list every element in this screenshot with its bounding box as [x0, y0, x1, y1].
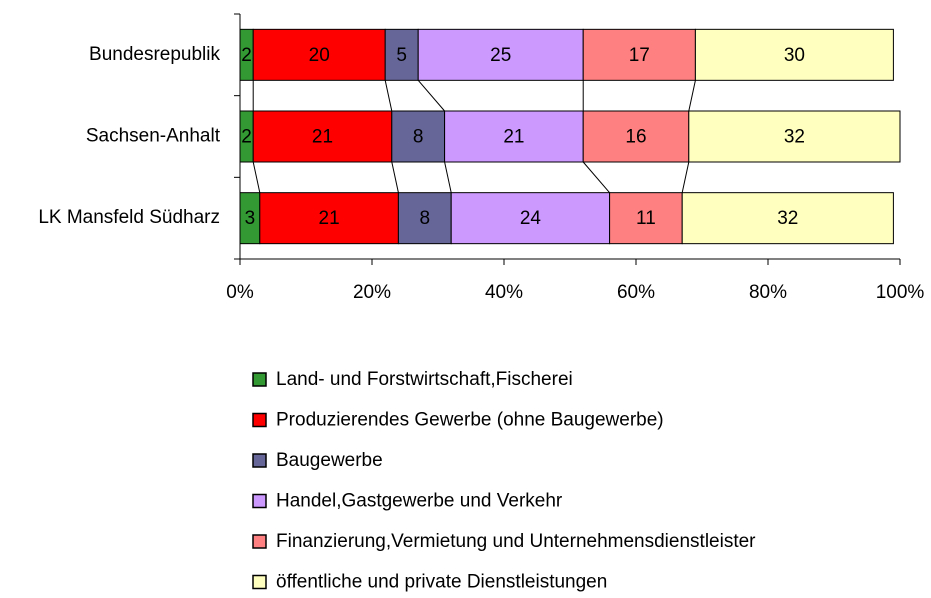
bar-segment	[259, 192, 399, 245]
series-line	[681, 161, 690, 193]
legend-swatch	[252, 372, 267, 387]
value-label: 32	[784, 127, 805, 148]
value-label: 8	[420, 208, 431, 229]
value-label: 5	[396, 45, 407, 66]
legend-label: Baugewerbe	[276, 450, 383, 471]
value-label: 2	[241, 127, 252, 148]
legend-swatch	[252, 534, 267, 549]
value-label: 21	[312, 127, 333, 148]
bar-segment	[444, 110, 584, 163]
value-label: 24	[520, 208, 542, 229]
legend-label: öffentliche und private Dienstleistungen	[276, 572, 607, 593]
value-label: 11	[636, 208, 656, 229]
value-label: 2	[241, 45, 252, 66]
value-label: 21	[319, 208, 340, 229]
category-label: Sachsen-Anhalt	[86, 126, 221, 147]
series-line	[384, 80, 393, 112]
bar-segment	[417, 28, 584, 81]
series-line	[391, 161, 399, 193]
series-line	[582, 161, 610, 193]
bar-segment	[681, 192, 894, 245]
series-line	[444, 161, 452, 193]
x-tick-label: 40%	[485, 282, 523, 303]
series-line	[252, 161, 261, 193]
value-label: 3	[245, 208, 256, 229]
value-label: 25	[490, 45, 511, 66]
value-label: 32	[777, 208, 798, 229]
bar-segment	[688, 110, 901, 163]
legend-swatch	[252, 574, 267, 590]
series-line	[688, 80, 696, 112]
legend-swatch	[252, 493, 267, 509]
legend-swatch	[252, 453, 267, 468]
legend-swatch	[252, 412, 267, 428]
value-label: 16	[625, 127, 646, 148]
value-label: 21	[503, 127, 524, 148]
bar-segment	[397, 192, 452, 245]
legend-label: Land- und Forstwirtschaft,Fischerei	[276, 369, 573, 390]
legend-label: Produzierendes Gewerbe (ohne Baugewerbe)	[276, 410, 664, 431]
value-label: 30	[784, 45, 805, 66]
category-label: LK Mansfeld Südharz	[38, 207, 220, 228]
bar-segment	[582, 28, 696, 81]
legend-label: Finanzierung,Vermietung und Unternehmens…	[276, 531, 756, 552]
x-tick-label: 60%	[617, 282, 655, 303]
bar-segment	[609, 192, 683, 245]
bar-segment	[252, 110, 393, 163]
legend-label: Handel,Gastgewerbe und Verkehr	[276, 491, 563, 512]
x-tick-label: 20%	[353, 282, 391, 303]
x-tick-label: 100%	[876, 282, 925, 303]
value-label: 17	[629, 45, 650, 66]
bar-segment	[252, 28, 386, 81]
value-label: 20	[309, 45, 330, 66]
x-tick-label: 0%	[226, 282, 254, 303]
series-line	[417, 80, 445, 112]
bar-segment	[694, 28, 894, 81]
x-tick-label: 80%	[749, 282, 787, 303]
category-label: Bundesrepublik	[89, 44, 220, 65]
bar-segment	[450, 192, 611, 245]
value-label: 8	[413, 127, 424, 148]
